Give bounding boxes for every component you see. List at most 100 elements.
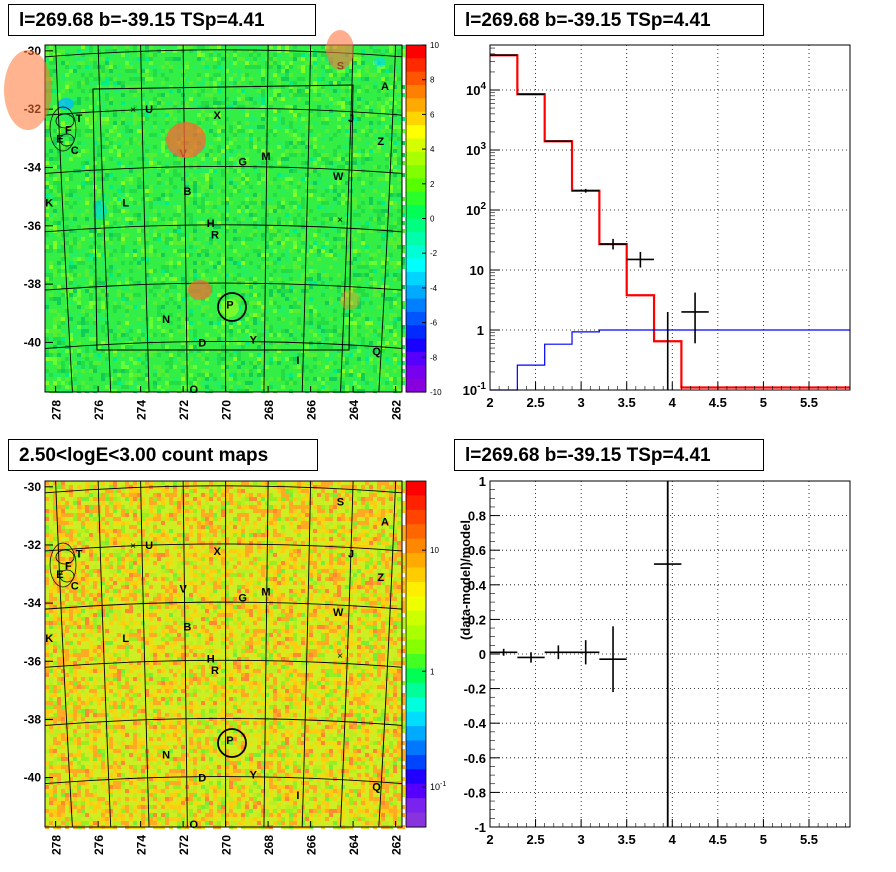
source-marker: × (337, 215, 343, 226)
map-pixel (337, 237, 341, 241)
map-pixel (85, 253, 89, 257)
map-pixel (141, 181, 145, 185)
map-pixel (81, 353, 85, 357)
map-pixel (313, 65, 317, 69)
map-pixel (105, 57, 109, 61)
map-pixel (373, 113, 377, 117)
map-pixel (69, 289, 73, 293)
map-pixel (401, 325, 405, 329)
map-pixel (69, 333, 73, 337)
map-pixel (393, 357, 397, 361)
map-pixel (49, 45, 53, 49)
map-pixel (97, 137, 101, 141)
map-pixel (333, 261, 337, 265)
map-pixel (133, 485, 137, 489)
map-pixel (121, 333, 125, 337)
map-pixel (361, 521, 365, 525)
map-pixel (193, 97, 197, 101)
map-pixel (345, 489, 349, 493)
map-pixel (65, 385, 69, 389)
map-pixel (273, 57, 277, 61)
map-pixel (277, 77, 281, 81)
map-pixel (381, 381, 385, 385)
map-pixel (85, 537, 89, 541)
map-pixel (205, 173, 209, 177)
map-pixel (237, 69, 241, 73)
map-pixel (237, 365, 241, 369)
map-pixel (337, 201, 341, 205)
map-pixel (45, 217, 49, 221)
map-pixel (77, 501, 81, 505)
map-pixel (113, 325, 117, 329)
map-pixel (341, 489, 345, 493)
map-pixel (373, 209, 377, 213)
map-pixel (249, 261, 253, 265)
map-pixel (281, 85, 285, 89)
map-pixel (193, 517, 197, 521)
map-pixel (221, 125, 225, 129)
map-pixel (81, 249, 85, 253)
map-pixel (89, 533, 93, 537)
map-pixel (165, 129, 169, 133)
map-pixel (157, 353, 161, 357)
map-pixel (101, 145, 105, 149)
map-pixel (337, 193, 341, 197)
map-pixel (225, 229, 229, 233)
map-pixel (337, 273, 341, 277)
map-pixel (61, 481, 65, 485)
map-pixel (269, 297, 273, 301)
map-pixel (177, 65, 181, 69)
map-pixel (177, 545, 181, 549)
map-pixel (153, 381, 157, 385)
map-pixel (85, 313, 89, 317)
colorbar-tick-label: 10 (430, 41, 439, 50)
map-pixel (221, 101, 225, 105)
map-pixel (249, 369, 253, 373)
map-pixel (65, 217, 69, 221)
map-pixel (269, 505, 273, 509)
map-pixel (309, 113, 313, 117)
map-pixel (69, 301, 73, 305)
map-pixel (97, 345, 101, 349)
map-pixel (121, 233, 125, 237)
map-pixel (145, 185, 149, 189)
map-pixel (145, 525, 149, 529)
map-pixel (205, 525, 209, 529)
map-pixel (193, 217, 197, 221)
map-pixel (141, 65, 145, 69)
map-pixel (165, 189, 169, 193)
map-pixel (165, 237, 169, 241)
map-pixel (113, 381, 117, 385)
map-pixel (121, 117, 125, 121)
map-pixel (113, 197, 117, 201)
map-pixel (241, 89, 245, 93)
map-pixel (389, 189, 393, 193)
map-pixel (241, 129, 245, 133)
map-pixel (185, 185, 189, 189)
map-pixel (77, 129, 81, 133)
map-pixel (293, 289, 297, 293)
map-pixel (229, 261, 233, 265)
map-pixel (325, 213, 329, 217)
map-pixel (357, 57, 361, 61)
map-pixel (269, 277, 273, 281)
map-pixel (301, 509, 305, 513)
map-pixel (89, 333, 93, 337)
map-pixel (209, 529, 213, 533)
map-pixel (141, 121, 145, 125)
map-pixel (173, 169, 177, 173)
map-pixel (277, 261, 281, 265)
map-pixel (221, 553, 225, 557)
map-pixel (241, 205, 245, 209)
map-pixel (301, 249, 305, 253)
map-pixel (389, 141, 393, 145)
map-pixel (301, 161, 305, 165)
map-pixel (381, 181, 385, 185)
map-pixel (217, 353, 221, 357)
map-pixel (393, 533, 397, 537)
map-pixel (201, 225, 205, 229)
map-pixel (229, 149, 233, 153)
map-pixel (185, 233, 189, 237)
map-pixel (61, 533, 65, 537)
map-pixel (85, 549, 89, 553)
